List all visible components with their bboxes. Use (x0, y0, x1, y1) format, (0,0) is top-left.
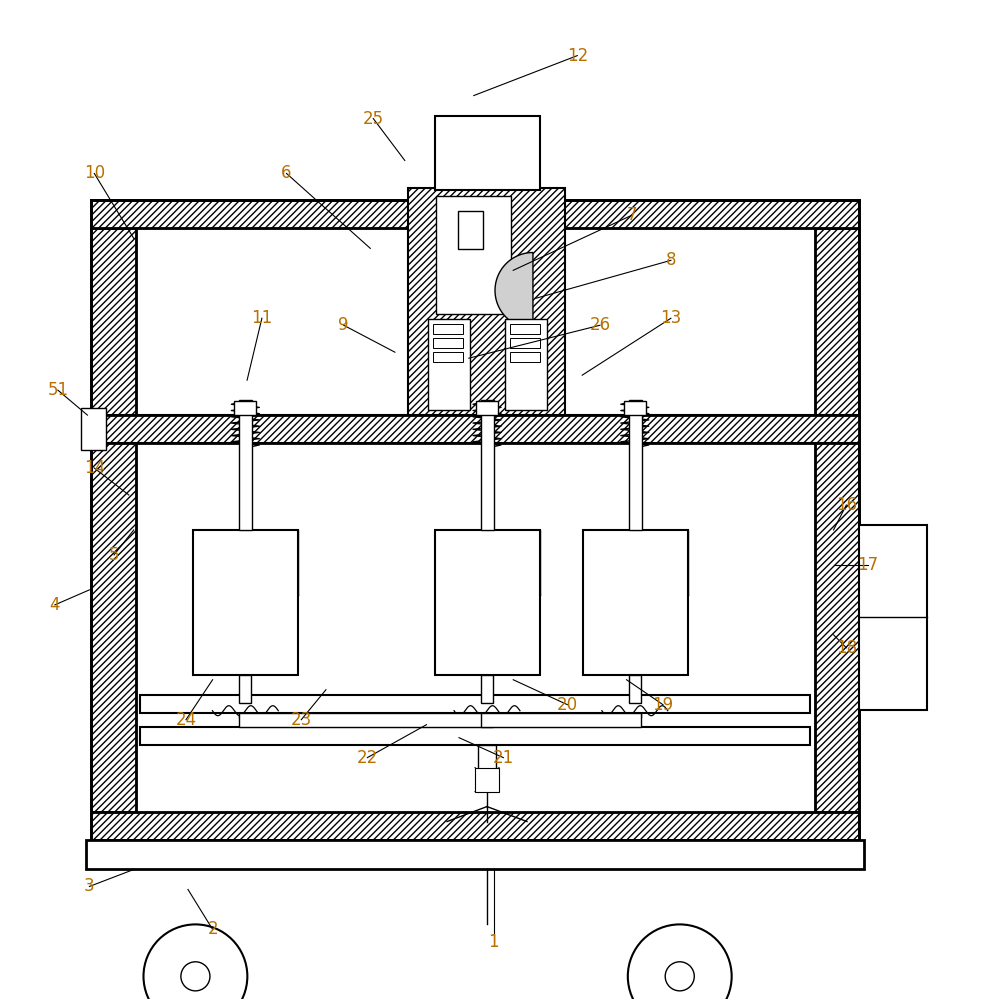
Text: 4: 4 (49, 596, 60, 614)
Bar (193, 530, 298, 595)
Bar (91, 228, 135, 812)
Bar (859, 525, 927, 710)
Bar (407, 188, 564, 415)
Text: 5: 5 (108, 546, 119, 564)
Circle shape (143, 924, 247, 1000)
Bar (433, 324, 462, 334)
Text: 22: 22 (356, 749, 378, 767)
Text: 23: 23 (291, 711, 312, 729)
Bar (140, 727, 809, 745)
Text: 18: 18 (835, 639, 856, 657)
Bar (477, 745, 496, 775)
Text: 8: 8 (665, 251, 675, 269)
Text: 7: 7 (625, 206, 636, 224)
Bar (510, 352, 539, 362)
Bar (583, 530, 687, 675)
Bar (628, 400, 641, 530)
Bar (234, 401, 256, 415)
Text: 2: 2 (207, 920, 218, 938)
Bar (91, 200, 859, 228)
Bar (140, 695, 809, 713)
Circle shape (665, 962, 693, 991)
Text: 21: 21 (492, 749, 514, 767)
Bar (480, 400, 494, 530)
Polygon shape (495, 252, 532, 328)
Text: 10: 10 (84, 164, 105, 182)
Circle shape (180, 962, 210, 991)
Bar (583, 530, 687, 595)
Bar (813, 228, 859, 812)
Bar (458, 211, 482, 249)
Circle shape (627, 924, 731, 1000)
Text: 3: 3 (84, 877, 95, 895)
Bar (428, 319, 469, 410)
Bar (86, 840, 864, 869)
Bar (480, 713, 640, 727)
Bar (91, 812, 859, 840)
Bar (435, 530, 539, 675)
Text: 17: 17 (857, 556, 878, 574)
Bar (505, 319, 546, 410)
Text: 19: 19 (652, 696, 672, 714)
Text: 25: 25 (362, 110, 384, 128)
Bar (435, 116, 539, 190)
Bar (510, 338, 539, 348)
Text: 1: 1 (488, 933, 498, 951)
Bar (435, 530, 539, 595)
Bar (623, 401, 645, 415)
Text: 26: 26 (589, 316, 610, 334)
Bar (474, 768, 499, 792)
Bar (81, 408, 106, 450)
Bar (91, 415, 859, 443)
Bar (475, 401, 498, 415)
Text: 11: 11 (251, 309, 272, 327)
Bar (436, 196, 511, 314)
Bar (433, 352, 462, 362)
Bar (480, 675, 492, 703)
Text: 20: 20 (556, 696, 578, 714)
Text: 6: 6 (281, 164, 292, 182)
Bar (628, 675, 640, 703)
Bar (510, 324, 539, 334)
Text: 13: 13 (660, 309, 681, 327)
Text: 9: 9 (338, 316, 349, 334)
Bar (193, 530, 298, 675)
Text: 16: 16 (835, 496, 856, 514)
Bar (433, 338, 462, 348)
Bar (240, 675, 251, 703)
Bar (240, 400, 252, 530)
Text: 14: 14 (84, 459, 105, 477)
Text: 51: 51 (47, 381, 68, 399)
Text: 12: 12 (566, 47, 588, 65)
Bar (240, 713, 492, 727)
Text: 24: 24 (176, 711, 196, 729)
